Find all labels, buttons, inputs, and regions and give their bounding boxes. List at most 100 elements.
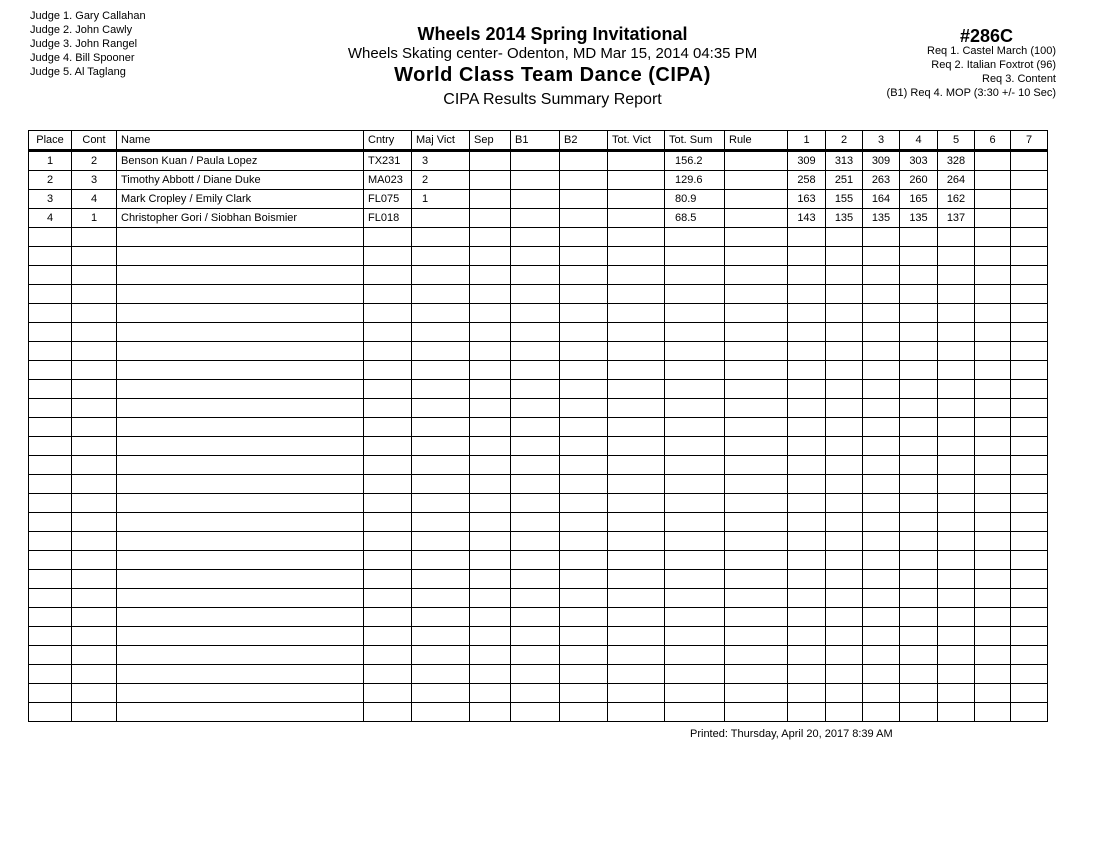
table-cell [363,417,412,437]
table-cell [899,227,938,247]
table-cell [1010,455,1048,475]
table-cell [974,303,1011,323]
table-cell [937,626,975,646]
table-cell [28,588,72,608]
table-cell [974,379,1011,399]
table-cell [469,474,511,494]
table-cell [559,436,608,456]
table-cell [71,664,117,684]
table-cell [411,341,470,361]
table-cell [664,360,725,380]
table-cell [937,417,975,437]
table-cell [71,246,117,266]
table-cell [71,474,117,494]
table-cell [607,170,665,190]
table-cell [1010,265,1048,285]
table-cell [862,284,900,304]
table-cell [787,246,826,266]
column-header: 1 [787,130,826,152]
table-cell [1010,284,1048,304]
table-cell [974,417,1011,437]
table-cell [510,493,560,513]
table-cell [664,303,725,323]
table-cell: Benson Kuan / Paula Lopez [116,150,364,171]
table-cell [71,398,117,418]
table-cell [469,284,511,304]
table-cell: 162 [937,189,975,209]
table-cell [937,493,975,513]
table-cell [1010,493,1048,513]
table-cell [71,322,117,342]
table-cell [607,645,665,665]
table-cell [607,303,665,323]
table-cell [899,341,938,361]
table-cell [1010,436,1048,456]
table-cell [28,379,72,399]
table-cell [974,588,1011,608]
table-cell [116,436,364,456]
table-cell [411,683,470,703]
table-cell [607,569,665,589]
table-cell [787,569,826,589]
table-cell [469,417,511,437]
table-cell [664,626,725,646]
empty-row [28,303,1048,323]
table-cell [559,664,608,684]
table-cell [116,322,364,342]
empty-row [28,702,1048,722]
table-cell [411,626,470,646]
table-cell [1010,569,1048,589]
table-cell [469,265,511,285]
table-cell [607,246,665,266]
table-cell [974,398,1011,418]
table-cell [1010,322,1048,342]
judge-item: Judge 1. Gary Callahan [30,10,146,22]
table-cell [559,246,608,266]
table-cell [510,531,560,551]
table-cell [607,455,665,475]
table-cell: 263 [862,170,900,190]
table-cell [510,417,560,437]
table-cell [664,702,725,722]
table-cell [559,588,608,608]
table-cell [664,227,725,247]
table-cell [28,569,72,589]
table-cell [862,626,900,646]
table-cell [607,189,665,209]
event-title: Wheels 2014 Spring Invitational [417,24,688,44]
table-cell [724,208,788,228]
table-cell [937,569,975,589]
table-cell [28,531,72,551]
table-cell [607,341,665,361]
table-cell [71,569,117,589]
table-cell [363,341,412,361]
table-cell [71,227,117,247]
empty-row [28,341,1048,361]
table-cell [899,284,938,304]
table-cell [411,664,470,684]
table-cell [607,683,665,703]
table-cell [559,569,608,589]
table-cell [974,474,1011,494]
table-cell [825,493,863,513]
table-cell [510,189,560,209]
table-cell [724,550,788,570]
table-cell [787,512,826,532]
table-cell: Timothy Abbott / Diane Duke [116,170,364,190]
table-cell [28,436,72,456]
table-cell [664,341,725,361]
table-cell: 251 [825,170,863,190]
table-cell [899,702,938,722]
table-cell [724,702,788,722]
table-cell [787,360,826,380]
table-cell [510,208,560,228]
table-cell [937,474,975,494]
table-cell [363,455,412,475]
table-cell [116,626,364,646]
table-cell: 135 [862,208,900,228]
table-cell [825,265,863,285]
table-cell [899,455,938,475]
table-cell [116,284,364,304]
table-cell [1010,360,1048,380]
table-cell: 68.5 [664,208,725,228]
